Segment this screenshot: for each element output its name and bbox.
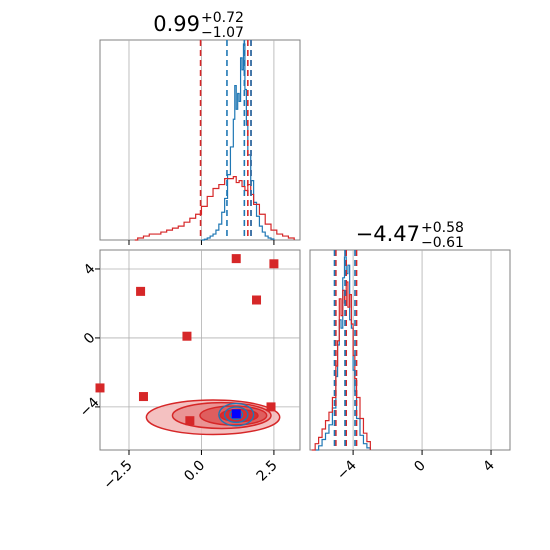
histogram-x-series: [134, 43, 295, 241]
scatter-x-tick-label: 0.0: [181, 458, 208, 485]
scatter-x-tick-label: −2.5: [100, 458, 135, 493]
scatter-red-marker: [185, 416, 195, 426]
scatter-red-marker: [138, 392, 148, 402]
histogram-y-title-minus: −0.61: [421, 235, 464, 251]
histogram-x-title-minus: −1.07: [201, 25, 244, 41]
scatter-contours: [145, 399, 281, 436]
scatter-red-marker: [266, 402, 276, 412]
scatter-red-marker: [95, 383, 105, 393]
histogram-y-x-tick-label: 4: [480, 457, 498, 475]
scatter-red-marker: [269, 259, 279, 269]
histogram-y-x-tick-label: −4: [334, 457, 360, 483]
histogram-x-grid: [128, 40, 275, 245]
histogram-panel-y: −4 0 4 −4.47 +0.58 −0.61: [309, 220, 511, 483]
histogram-x-quantile-lines: [199, 40, 252, 240]
scatter-blue-marker: [231, 409, 241, 419]
histogram-x-blue-series: [201, 43, 275, 241]
scatter-y-tick-label: 4: [81, 261, 99, 279]
scatter-x-tick-label: 2.5: [254, 458, 281, 485]
histogram-y-blue-series: [315, 256, 371, 451]
histogram-y-title-value: −4.47: [356, 222, 420, 246]
scatter-blue-contour: [218, 402, 255, 427]
histogram-y-quantile-lines: [333, 250, 358, 450]
scatter-red-marker: [231, 254, 241, 264]
scatter-y-tick-label: 0: [81, 330, 99, 348]
scatter-markers: [95, 254, 279, 426]
histogram-x-title-value: 0.99: [153, 12, 200, 36]
histogram-y-x-tick-label: 0: [411, 458, 429, 476]
histogram-panel-x: 0.99 +0.72 −1.07: [99, 10, 301, 245]
scatter-red-marker: [182, 331, 192, 341]
histogram-y-ticks: −4 0 4: [334, 450, 498, 483]
histogram-y-title-plus: +0.58: [421, 220, 464, 236]
histogram-x-title-plus: +0.72: [201, 10, 244, 26]
scatter-red-marker: [252, 295, 262, 305]
scatter-panel: −2.5 0.0 2.5 −4 0 4: [77, 249, 301, 493]
histogram-y-frame: [309, 249, 511, 451]
scatter-red-marker: [136, 286, 146, 296]
scatter-blue-contour: [223, 406, 249, 424]
histogram-x-red-series: [134, 176, 295, 241]
scatter-y-tick-label: −4: [77, 395, 103, 421]
